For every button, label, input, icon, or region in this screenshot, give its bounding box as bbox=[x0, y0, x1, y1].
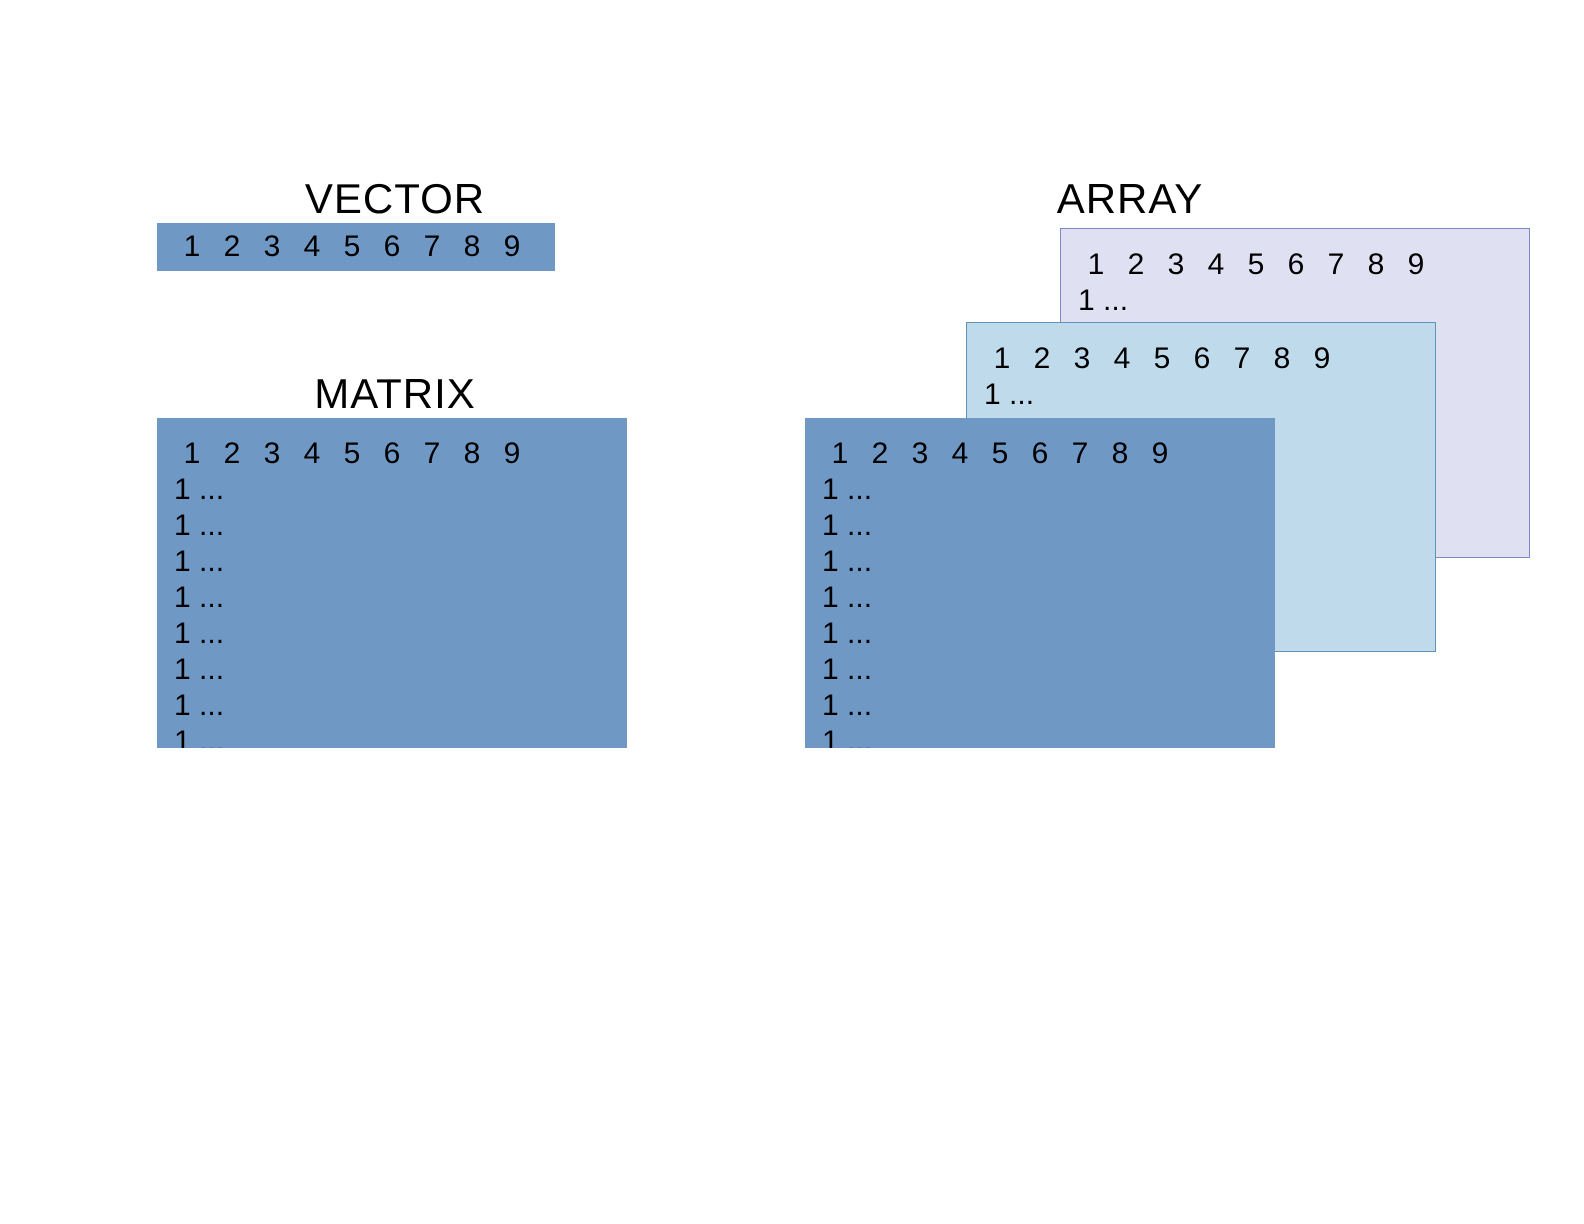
cell: 3 bbox=[900, 436, 940, 472]
cell: 2 bbox=[212, 436, 252, 472]
cell: 5 bbox=[980, 436, 1020, 472]
number-row: 123456789 bbox=[820, 436, 1275, 472]
cell: 7 bbox=[412, 229, 452, 265]
cell: 6 bbox=[1020, 436, 1060, 472]
vector-panel: 123456789 bbox=[157, 223, 555, 271]
continuation-row: 1 ... bbox=[820, 508, 1275, 544]
number-row: 123456789 bbox=[172, 436, 627, 472]
vector-title: VECTOR bbox=[275, 175, 515, 223]
cell: 7 bbox=[1316, 247, 1356, 283]
continuation-row: 1 ... bbox=[982, 377, 1435, 413]
cell: 4 bbox=[940, 436, 980, 472]
cell: 2 bbox=[212, 229, 252, 265]
number-row: 123456789 bbox=[172, 229, 555, 265]
cell: 9 bbox=[492, 229, 532, 265]
cell: 5 bbox=[1236, 247, 1276, 283]
cell: 7 bbox=[412, 436, 452, 472]
cell: 1 bbox=[820, 436, 860, 472]
continuation-row: 1 ... bbox=[172, 472, 627, 508]
cell: 6 bbox=[1276, 247, 1316, 283]
continuation-row: 1 ... bbox=[172, 544, 627, 580]
cell: 6 bbox=[372, 436, 412, 472]
cell: 5 bbox=[332, 229, 372, 265]
cell: 8 bbox=[1262, 341, 1302, 377]
cell: 1 bbox=[172, 229, 212, 265]
cell: 3 bbox=[1062, 341, 1102, 377]
cell: 1 bbox=[172, 436, 212, 472]
cell: 9 bbox=[492, 436, 532, 472]
continuation-row: 1 ... bbox=[172, 724, 627, 748]
continuation-row: 1 ... bbox=[820, 652, 1275, 688]
cell: 2 bbox=[1116, 247, 1156, 283]
continuation-row: 1 ... bbox=[172, 580, 627, 616]
cell: 2 bbox=[860, 436, 900, 472]
cell: 9 bbox=[1140, 436, 1180, 472]
continuation-row: 1 ... bbox=[820, 472, 1275, 508]
cell: 6 bbox=[372, 229, 412, 265]
cell: 2 bbox=[1022, 341, 1062, 377]
cell: 5 bbox=[332, 436, 372, 472]
array-panel-front: 1234567891 ...1 ...1 ...1 ...1 ...1 ...1… bbox=[805, 418, 1275, 748]
matrix-title: MATRIX bbox=[285, 370, 505, 418]
continuation-row: 1 ... bbox=[172, 616, 627, 652]
cell: 8 bbox=[1356, 247, 1396, 283]
continuation-row: 1 ... bbox=[820, 580, 1275, 616]
number-row: 123456789 bbox=[1076, 247, 1529, 283]
cell: 3 bbox=[1156, 247, 1196, 283]
cell: 4 bbox=[1102, 341, 1142, 377]
cell: 4 bbox=[1196, 247, 1236, 283]
cell: 4 bbox=[292, 436, 332, 472]
cell: 4 bbox=[292, 229, 332, 265]
cell: 7 bbox=[1060, 436, 1100, 472]
cell: 9 bbox=[1396, 247, 1436, 283]
cell: 6 bbox=[1182, 341, 1222, 377]
cell: 8 bbox=[1100, 436, 1140, 472]
continuation-row: 1 ... bbox=[172, 508, 627, 544]
cell: 8 bbox=[452, 436, 492, 472]
matrix-panel: 1234567891 ...1 ...1 ...1 ...1 ...1 ...1… bbox=[157, 418, 627, 748]
continuation-row: 1 ... bbox=[820, 688, 1275, 724]
cell: 7 bbox=[1222, 341, 1262, 377]
array-title: ARRAY bbox=[1020, 175, 1240, 223]
continuation-row: 1 ... bbox=[820, 544, 1275, 580]
cell: 9 bbox=[1302, 341, 1342, 377]
continuation-row: 1 ... bbox=[172, 652, 627, 688]
continuation-row: 1 ... bbox=[820, 724, 1275, 748]
cell: 1 bbox=[1076, 247, 1116, 283]
cell: 5 bbox=[1142, 341, 1182, 377]
cell: 8 bbox=[452, 229, 492, 265]
number-row: 123456789 bbox=[982, 341, 1435, 377]
continuation-row: 1 ... bbox=[172, 688, 627, 724]
continuation-row: 1 ... bbox=[820, 616, 1275, 652]
cell: 3 bbox=[252, 229, 292, 265]
continuation-row: 1 ... bbox=[1076, 283, 1529, 319]
cell: 3 bbox=[252, 436, 292, 472]
cell: 1 bbox=[982, 341, 1022, 377]
